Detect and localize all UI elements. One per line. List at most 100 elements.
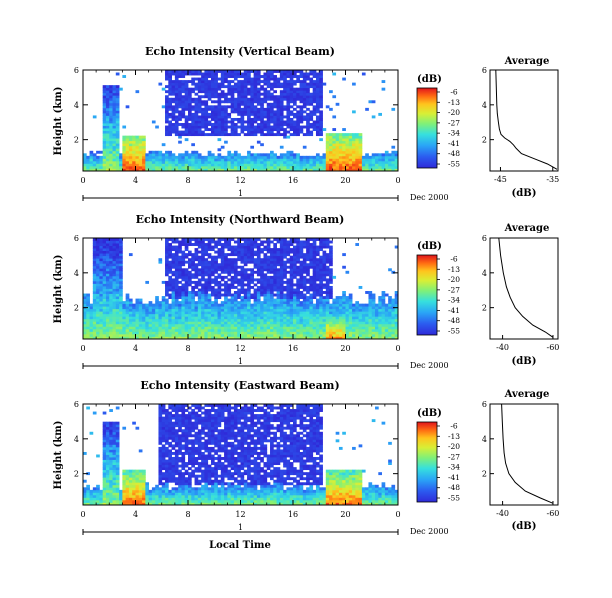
- heatmap-cell: [99, 316, 104, 320]
- heatmap-cell: [270, 285, 274, 289]
- heatmap-cell: [151, 120, 156, 124]
- heatmap-cell: [132, 323, 136, 327]
- heatmap-cell: [158, 160, 163, 164]
- heatmap-cell: [151, 165, 156, 169]
- heatmap-cell: [92, 293, 97, 297]
- heatmap-cell: [138, 328, 143, 332]
- heatmap-cell: [204, 128, 209, 131]
- heatmap-cell: [181, 95, 186, 99]
- heatmap-cell: [105, 95, 110, 99]
- heatmap-cell: [302, 245, 307, 249]
- heatmap-cell: [96, 278, 100, 282]
- heatmap-cell: [276, 303, 281, 307]
- heatmap-cell: [247, 240, 251, 244]
- heatmap-cell: [299, 323, 304, 327]
- heatmap-cell: [335, 323, 340, 327]
- heatmap-cell: [207, 313, 212, 317]
- heatmap-cell: [266, 265, 271, 269]
- heatmap-cell: [168, 268, 172, 272]
- heatmap-cell: [335, 138, 340, 142]
- x-tick-label: 20: [340, 176, 350, 185]
- heatmap-cell: [240, 253, 245, 257]
- heatmap-cell: [263, 133, 268, 137]
- heatmap-cell: [256, 158, 261, 162]
- heatmap-cell: [352, 143, 356, 147]
- heatmap-cell: [214, 72, 218, 76]
- heatmap-cell: [171, 82, 176, 86]
- heatmap-cell: [224, 288, 228, 292]
- heatmap-cell: [388, 165, 392, 169]
- heatmap-cell: [319, 303, 323, 307]
- heatmap-cell: [155, 158, 159, 162]
- heatmap-cell: [214, 311, 218, 315]
- heatmap-cell: [355, 163, 360, 167]
- heatmap-cell: [270, 117, 274, 121]
- heatmap-cell: [319, 293, 323, 297]
- heatmap-cell: [309, 321, 314, 325]
- heatmap-cell: [345, 318, 350, 322]
- heatmap-cell: [276, 275, 281, 279]
- heatmap-cell: [188, 283, 192, 287]
- heatmap-cell: [112, 87, 117, 91]
- heatmap-cell: [210, 328, 215, 332]
- heatmap-cell: [243, 238, 248, 241]
- heatmap-cell: [217, 268, 222, 272]
- heatmap-cell: [233, 128, 238, 131]
- heatmap-cell: [368, 100, 373, 104]
- heatmap-cell: [348, 331, 353, 335]
- heatmap-cell: [224, 280, 228, 284]
- heatmap-cell: [250, 328, 255, 332]
- heatmap-cell: [319, 313, 323, 317]
- heatmap-cell: [194, 130, 199, 134]
- heatmap-cell: [260, 248, 264, 252]
- heatmap-cell: [220, 117, 225, 121]
- heatmap-cell: [276, 253, 281, 257]
- heatmap-cell: [201, 303, 205, 307]
- heatmap-cell: [302, 268, 307, 272]
- heatmap-cell: [247, 117, 251, 121]
- heatmap-cell: [197, 268, 202, 272]
- heatmap-cell: [112, 273, 117, 277]
- heatmap-cell: [243, 82, 248, 86]
- heatmap-cell: [250, 308, 255, 312]
- heatmap-cell: [220, 265, 225, 269]
- heatmap-cell: [112, 102, 117, 106]
- heatmap-cell: [371, 326, 376, 330]
- heatmap-cell: [135, 306, 140, 310]
- heatmap-cell: [217, 82, 222, 86]
- heatmap-cell: [253, 298, 258, 302]
- heatmap-cell: [102, 240, 107, 244]
- heatmap-cell: [220, 158, 225, 162]
- heatmap-cell: [296, 260, 300, 264]
- heatmap-cell: [335, 301, 340, 305]
- heatmap-cell: [289, 316, 294, 320]
- x-tick-label: 0: [80, 176, 85, 185]
- heatmap-cell: [237, 258, 241, 262]
- heatmap-cell: [365, 333, 369, 337]
- heatmap-cell: [256, 308, 261, 312]
- heatmap-cell: [388, 153, 392, 157]
- heatmap-cell: [237, 308, 241, 312]
- heatmap-cell: [214, 303, 218, 307]
- heatmap-cell: [217, 97, 222, 101]
- heatmap-cell: [197, 85, 202, 89]
- heatmap-cell: [174, 311, 179, 315]
- heatmap-cell: [105, 150, 110, 154]
- y-tick-label: 4: [74, 101, 79, 110]
- heatmap-cell: [286, 112, 291, 116]
- heatmap-cell: [102, 328, 107, 332]
- heatmap-cell: [194, 105, 199, 109]
- heatmap-cell: [148, 333, 153, 337]
- heatmap-cell: [178, 275, 182, 279]
- heatmap-cell: [96, 306, 100, 310]
- heatmap-cell: [210, 100, 215, 104]
- heatmap-cell: [319, 112, 323, 116]
- heatmap-cell: [279, 331, 284, 335]
- heatmap-cell: [217, 165, 222, 169]
- heatmap-cell: [171, 258, 176, 262]
- heatmap-cell: [283, 240, 287, 244]
- heatmap-cell: [207, 333, 212, 337]
- heatmap-cell: [96, 331, 100, 335]
- heatmap-cell: [240, 275, 245, 279]
- heatmap-cell: [312, 85, 317, 89]
